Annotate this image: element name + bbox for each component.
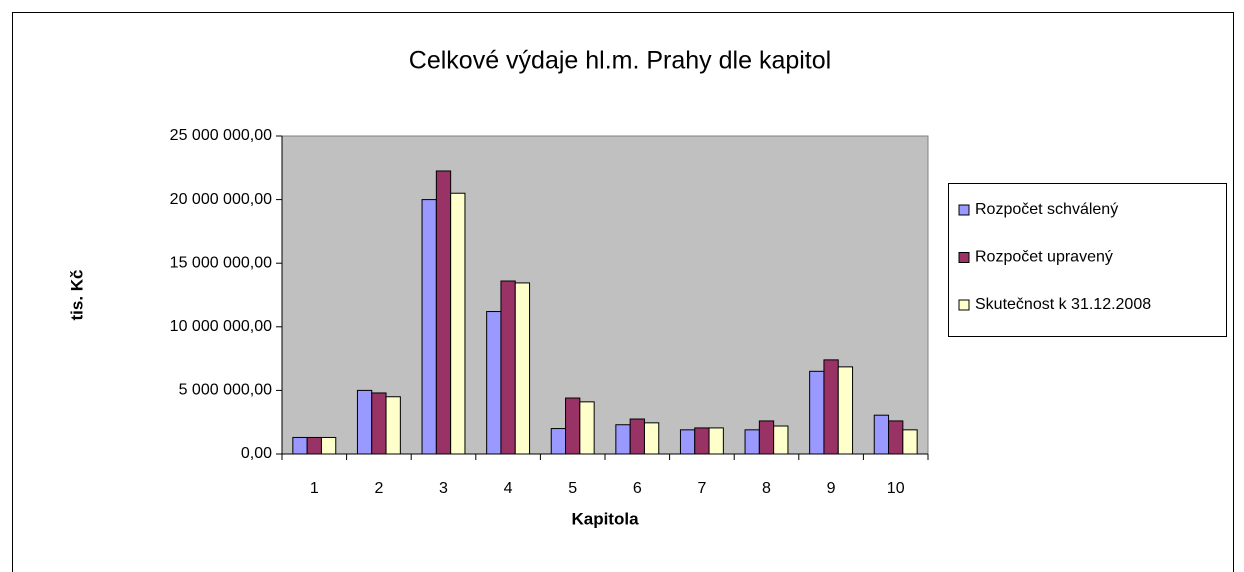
bar xyxy=(565,397,581,455)
legend-label: Rozpočet schválený xyxy=(975,201,1118,218)
bar xyxy=(694,427,710,455)
bar xyxy=(486,311,502,455)
bar xyxy=(306,436,322,455)
x-tick-label: 6 xyxy=(633,480,642,497)
bar xyxy=(550,428,567,455)
y-tick-label: 5 000 000,00 xyxy=(179,382,273,399)
bar xyxy=(758,420,775,455)
x-tick-label: 8 xyxy=(762,480,771,497)
legend-box xyxy=(948,183,1227,337)
y-axis-label: tis. Kč xyxy=(67,269,86,320)
bar xyxy=(773,425,789,455)
bar xyxy=(500,280,516,455)
bar xyxy=(385,396,401,455)
legend-label: Skutečnost k 31.12.2008 xyxy=(975,296,1151,313)
y-tick-label: 15 000 000,00 xyxy=(170,254,272,271)
bar xyxy=(708,427,724,455)
legend-swatch xyxy=(958,252,970,263)
bar xyxy=(888,420,904,455)
x-axis-label: Kapitola xyxy=(571,509,639,528)
x-tick-label: 2 xyxy=(374,480,383,497)
bar xyxy=(292,436,308,455)
bar xyxy=(371,392,387,455)
bar xyxy=(744,429,760,455)
y-tick-label: 25 000 000,00 xyxy=(170,127,272,144)
x-tick-label: 5 xyxy=(568,480,577,497)
bar xyxy=(514,282,531,455)
bar xyxy=(643,422,660,455)
legend-label: Rozpočet upravený xyxy=(975,249,1113,266)
y-tick-label: 10 000 000,00 xyxy=(170,318,272,335)
x-tick-label: 10 xyxy=(887,480,905,497)
x-tick-label: 3 xyxy=(439,480,448,497)
bar xyxy=(435,170,452,455)
bar xyxy=(450,192,466,455)
bar xyxy=(579,401,595,455)
bar xyxy=(873,414,890,455)
chart-title: Celkové výdaje hl.m. Prahy dle kapitol xyxy=(409,47,831,75)
bar xyxy=(629,418,645,455)
legend-swatch xyxy=(958,299,970,311)
bar xyxy=(356,389,373,455)
bar xyxy=(902,429,918,455)
bar xyxy=(421,199,437,455)
x-tick-label: 1 xyxy=(310,480,319,497)
bar xyxy=(809,370,825,455)
bar xyxy=(320,436,337,455)
x-tick-label: 4 xyxy=(504,480,513,497)
bar xyxy=(679,429,696,455)
y-tick-label: 20 000 000,00 xyxy=(170,191,272,208)
y-tick-label: 0,00 xyxy=(241,445,272,462)
bar xyxy=(823,359,839,455)
x-tick-label: 9 xyxy=(827,480,836,497)
legend-swatch xyxy=(958,204,970,216)
bar xyxy=(615,424,631,455)
x-tick-label: 7 xyxy=(697,480,706,497)
bar xyxy=(837,366,854,455)
